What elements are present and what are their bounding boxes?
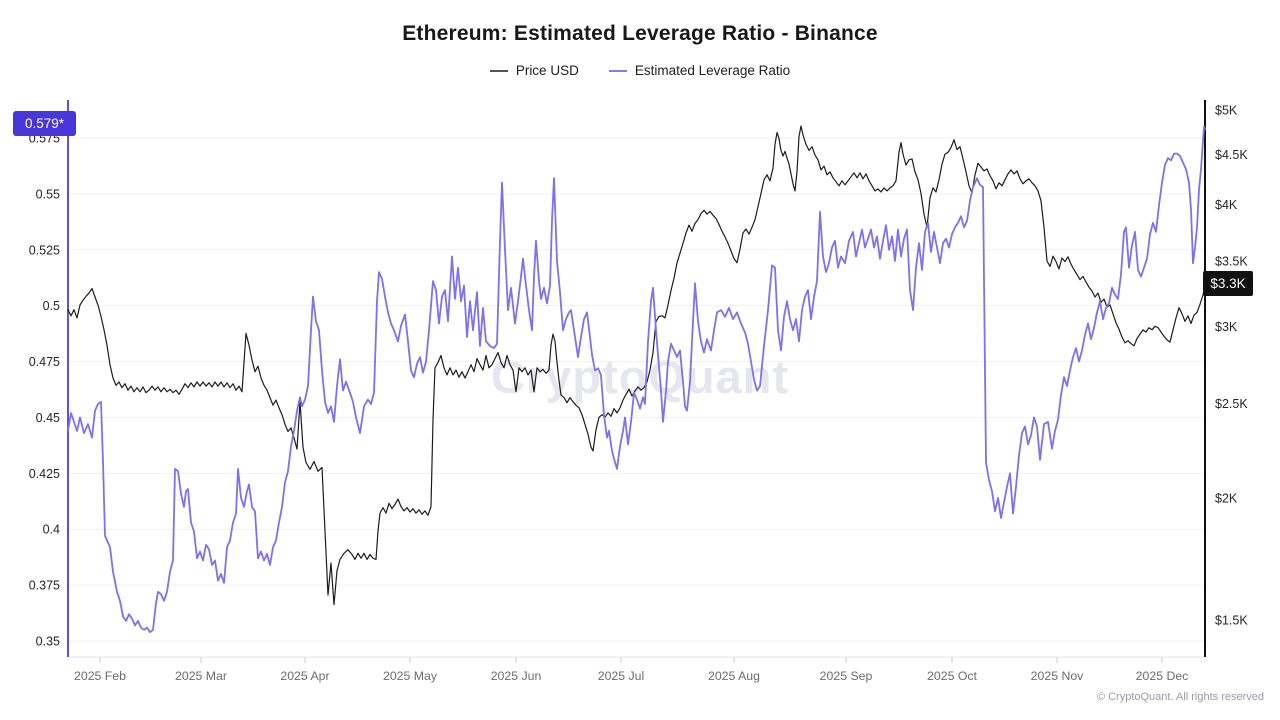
svg-text:0.525: 0.525 — [29, 243, 60, 257]
svg-text:0.5: 0.5 — [43, 299, 60, 313]
legend-item-price-usd[interactable]: Price USD — [489, 63, 579, 78]
svg-text:2025 May: 2025 May — [383, 669, 438, 683]
svg-text:2025 Sep: 2025 Sep — [820, 669, 873, 683]
svg-text:2025 Jun: 2025 Jun — [491, 669, 542, 683]
cryptoquant-watermark: CryptoQuant — [490, 350, 790, 403]
svg-text:2025 Aug: 2025 Aug — [708, 669, 760, 683]
legend: Price USD Estimated Leverage Ratio — [0, 63, 1280, 78]
svg-text:0.4: 0.4 — [43, 523, 60, 537]
svg-text:2025 Feb: 2025 Feb — [74, 669, 126, 683]
svg-text:0.475: 0.475 — [29, 355, 60, 369]
leverage-current-value-badge: 0.579* — [13, 111, 76, 136]
svg-text:2025 Mar: 2025 Mar — [175, 669, 227, 683]
price-line-swatch-icon — [489, 69, 508, 72]
svg-text:$1.5K: $1.5K — [1215, 613, 1248, 627]
legend-label-leverage-ratio: Estimated Leverage Ratio — [634, 63, 791, 78]
svg-text:$3.5K: $3.5K — [1215, 255, 1248, 269]
leverage-line-swatch-icon — [608, 69, 627, 72]
price-current-value-badge: $3.3K — [1203, 271, 1253, 296]
svg-text:$3K: $3K — [1215, 320, 1238, 334]
svg-text:$2K: $2K — [1215, 491, 1238, 505]
copyright-note: © CryptoQuant. All rights reserved — [1096, 691, 1264, 703]
svg-text:$4.5K: $4.5K — [1215, 148, 1248, 162]
svg-text:2025 Dec: 2025 Dec — [1136, 669, 1189, 683]
svg-text:0.45: 0.45 — [36, 411, 60, 425]
svg-text:$2.5K: $2.5K — [1215, 397, 1248, 411]
svg-text:2025 Oct: 2025 Oct — [927, 669, 977, 683]
legend-item-leverage-ratio[interactable]: Estimated Leverage Ratio — [608, 63, 791, 78]
legend-label-price-usd: Price USD — [515, 63, 579, 78]
page-title: Ethereum: Estimated Leverage Ratio - Bin… — [402, 22, 878, 45]
svg-text:0.55: 0.55 — [36, 187, 60, 201]
svg-text:0.425: 0.425 — [29, 467, 60, 481]
svg-text:2025 Apr: 2025 Apr — [280, 669, 329, 683]
svg-text:2025 Nov: 2025 Nov — [1031, 669, 1084, 683]
svg-text:2025 Jul: 2025 Jul — [598, 669, 645, 683]
svg-text:$4K: $4K — [1215, 198, 1238, 212]
svg-text:0.35: 0.35 — [36, 635, 60, 649]
svg-text:$5K: $5K — [1215, 104, 1238, 118]
svg-text:0.375: 0.375 — [29, 579, 60, 593]
